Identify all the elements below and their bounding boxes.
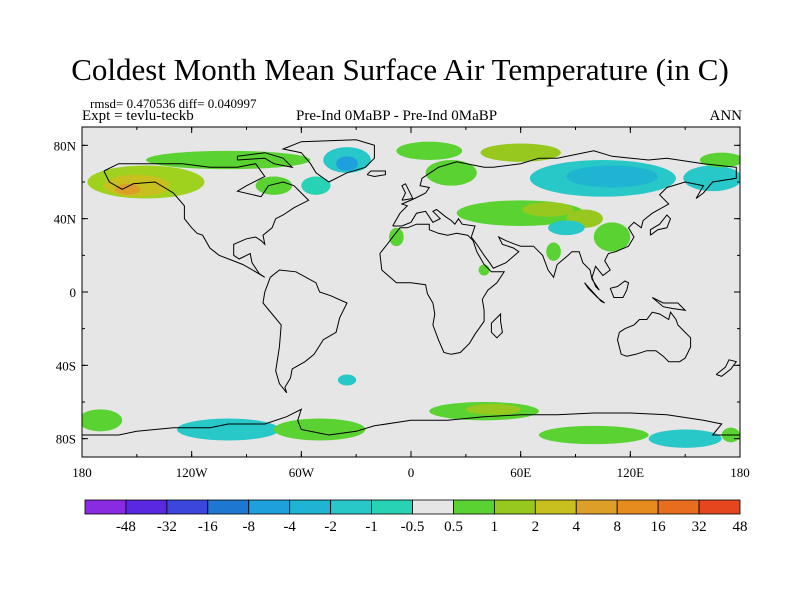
anomaly-region-far-east-warm xyxy=(699,152,740,168)
anomaly-region-antarctica-west-cool xyxy=(177,418,280,441)
anomaly-region-east-asia-warm xyxy=(593,222,631,252)
period-label: ANN xyxy=(709,108,743,124)
coastline-4 xyxy=(379,223,506,355)
colorbar-swatch xyxy=(698,499,741,515)
lon-tick-label: 60W xyxy=(289,465,315,480)
anomaly-region-south-atlantic-cool xyxy=(337,374,357,386)
anomaly-region-southern-ocean-core-warm xyxy=(465,403,521,415)
anomaly-region-kara-warm xyxy=(480,143,561,162)
lat-tick-label: 80S xyxy=(56,432,76,447)
colorbar-swatch xyxy=(453,499,495,515)
coastline-13 xyxy=(651,297,687,312)
colorbar-swatch xyxy=(657,499,700,515)
coastline-1 xyxy=(262,269,348,394)
anomaly-region-india-warm xyxy=(546,242,561,261)
coastline-10 xyxy=(490,312,503,339)
colorbar-swatch xyxy=(493,499,536,515)
colorbar-label: -16 xyxy=(198,519,218,535)
anomaly-field xyxy=(82,141,740,448)
colorbar-swatch xyxy=(125,499,168,515)
colorbar-label: -0.5 xyxy=(401,519,425,535)
coastline-5 xyxy=(616,311,692,363)
coastline-8 xyxy=(366,170,386,178)
anomaly-region-tibet-cool xyxy=(548,220,585,236)
colorbar-swatch xyxy=(330,499,372,515)
colorbar-label: -32 xyxy=(157,519,177,535)
colorbar-label: 0.5 xyxy=(444,519,463,535)
comparison-label: Pre-Ind 0MaBP - Pre-Ind 0MaBP xyxy=(296,108,498,124)
anomaly-region-antarctica-east-cool xyxy=(648,429,722,448)
anomaly-region-kazakh-warm xyxy=(522,202,574,217)
anomaly-region-greenland-core-cool xyxy=(336,156,358,172)
colorbar-label: 1 xyxy=(491,519,499,535)
anomaly-region-antarctica-east-warm xyxy=(538,425,649,445)
anomaly-region-hudson-warm xyxy=(255,176,293,195)
colorbar-swatch xyxy=(534,499,577,515)
colorbar-label: -48 xyxy=(116,519,136,535)
colorbar-swatch xyxy=(289,499,332,515)
colorbar-swatch xyxy=(412,499,454,515)
colorbar-swatch xyxy=(84,499,127,515)
coastline-9 xyxy=(649,214,672,236)
colorbar-label: 32 xyxy=(692,519,707,535)
coastlines xyxy=(82,139,740,436)
stats-line: rmsd= 0.470536 diff= 0.040997 xyxy=(90,96,257,111)
colorbar-swatch xyxy=(616,499,659,515)
coastline-3 xyxy=(392,150,737,291)
coastline-6 xyxy=(82,408,740,436)
anomaly-region-labrador-cool xyxy=(301,176,331,195)
lat-tick-label: 40N xyxy=(54,212,77,227)
anomaly-region-svalbard-warm xyxy=(396,141,463,160)
anomaly-region-scandinavia-warm xyxy=(425,160,477,186)
coastline-15 xyxy=(236,152,294,169)
anomaly-region-antarctica-weddell-warm xyxy=(273,418,366,441)
colorbar-label: 48 xyxy=(733,519,748,535)
colorbar-label: 2 xyxy=(532,519,540,535)
colorbar-swatch xyxy=(575,499,618,515)
lat-tick-label: 0 xyxy=(70,285,77,300)
colorbar-label: -8 xyxy=(243,519,256,535)
colorbar-label: 16 xyxy=(651,519,667,535)
coastline-14 xyxy=(715,359,738,377)
coastline-11 xyxy=(584,282,606,304)
colorbar-label: -4 xyxy=(283,519,296,535)
coastline-12 xyxy=(609,280,630,298)
lon-tick-label: 0 xyxy=(408,465,415,480)
experiment-label: Expt = tevlu-teckb xyxy=(82,108,194,124)
lon-tick-label: 180 xyxy=(72,465,92,480)
coastline-7 xyxy=(401,183,414,201)
lon-tick-label: 120W xyxy=(176,465,209,480)
coastline-2 xyxy=(281,139,375,183)
colorbar-label: 4 xyxy=(573,519,581,535)
anomaly-region-sahara-warm xyxy=(389,227,404,247)
anomaly-region-antarctica-ross-warm xyxy=(82,409,123,432)
lon-tick-label: 180 xyxy=(730,465,750,480)
anomaly-region-siberia-core-cool xyxy=(566,165,658,188)
lon-tick-label: 60E xyxy=(510,465,531,480)
colorbar-label: -2 xyxy=(324,519,337,535)
colorbar-label: -1 xyxy=(365,519,378,535)
lat-tick-label: 80N xyxy=(54,138,77,153)
colorbar-swatch xyxy=(166,499,209,515)
lon-tick-label: 120E xyxy=(617,465,645,480)
map-title: Coldest Month Mean Surface Air Temperatu… xyxy=(71,52,729,87)
colorbar-swatch xyxy=(248,499,291,515)
colorbar-swatch xyxy=(207,499,250,515)
colorbar-swatch xyxy=(371,499,413,515)
coastline-0 xyxy=(103,163,310,278)
lat-tick-label: 40S xyxy=(56,358,76,373)
anomaly-region-horn-warm xyxy=(478,264,490,276)
colorbar-label: 8 xyxy=(613,519,621,535)
anomaly-region-alaska-peak-warm xyxy=(114,183,141,195)
